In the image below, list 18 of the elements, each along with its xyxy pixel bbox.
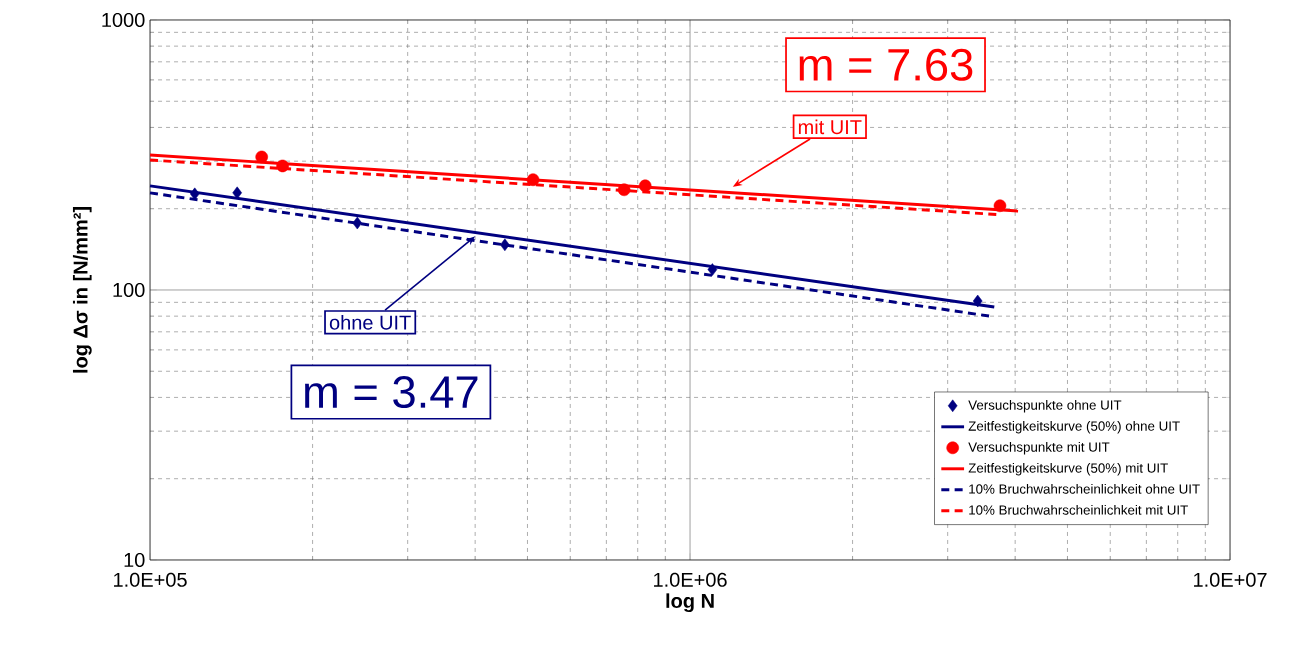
legend-label: 10% Bruchwahrscheinlichkeit ohne UIT [969, 483, 1200, 494]
legend-label: Versuchspunkte mit UIT [968, 441, 1110, 455]
legend-label: Zeitfestigkeitskurve (50%) ohne UIT [968, 420, 1180, 434]
annotation: mit UIT [798, 119, 862, 135]
annotation: ohne UIT [329, 315, 411, 330]
y-tick-label: 100 [113, 282, 145, 298]
x-axis-title: log N [666, 593, 714, 613]
annotation: m = 3.47 [305, 375, 478, 409]
legend-label: Zeitfestigkeitskurve (50%) mit UIT [968, 462, 1168, 476]
y-tick-label: 1000 [102, 12, 145, 28]
x-tick-label: 1.0E+07 [1194, 572, 1267, 587]
x-tick-label: 1.0E+06 [654, 572, 727, 587]
annotation: m = 7.63 [799, 48, 973, 81]
y-axis-title: log Δσ in [N/mm²] [72, 207, 92, 373]
y-tick-label: 10 [124, 552, 145, 568]
x-tick-label: 1.0E+05 [114, 572, 187, 587]
legend-label: 10% Bruchwahrscheinlichkeit mit UIT [969, 504, 1188, 515]
legend-label: Versuchspunkte ohne UIT [968, 399, 1122, 413]
